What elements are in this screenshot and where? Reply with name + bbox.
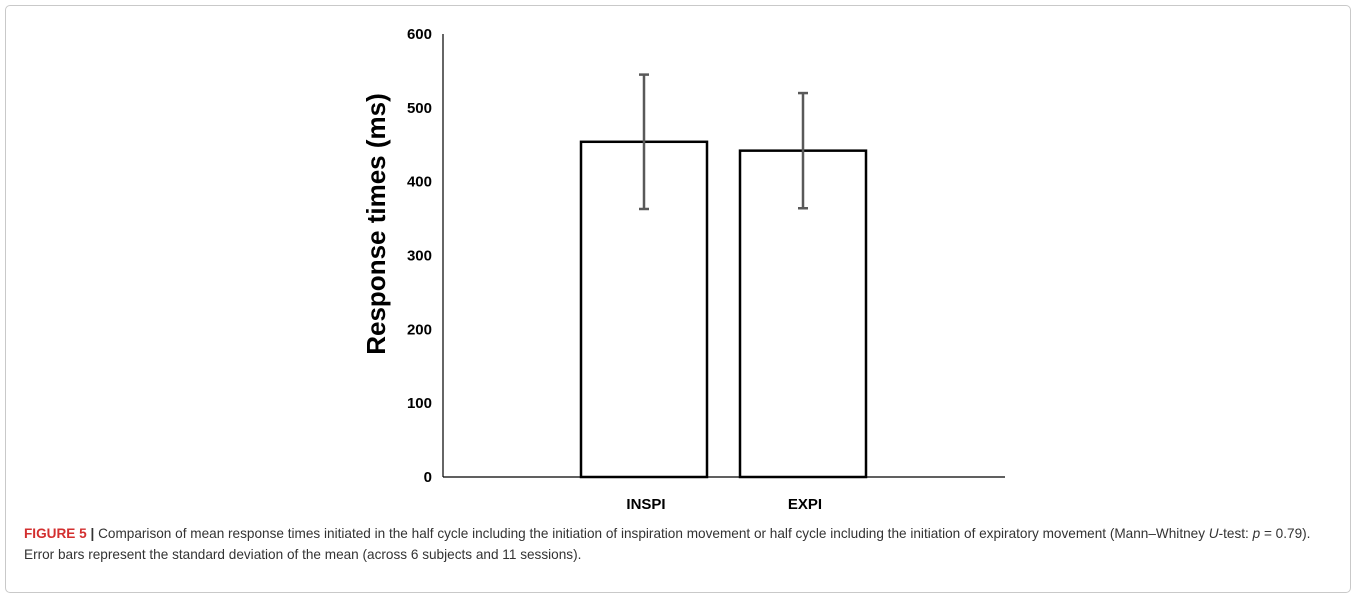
caption-figure-label: FIGURE 5 [24, 526, 87, 541]
bar-chart: 0 100 200 300 400 500 600 INSPI EXPI Response t… [361, 26, 1005, 513]
error-bar-inspi [639, 73, 649, 211]
error-bar-expi [798, 91, 808, 210]
x-axis-labels: INSPI EXPI [626, 496, 822, 513]
x-tick-label-inspi: INSPI [626, 496, 665, 513]
error-bars-group [639, 73, 808, 211]
caption-separator: | [90, 526, 95, 541]
y-tick-label-0: 0 [424, 469, 432, 486]
figure-caption: FIGURE 5 | Comparison of mean response t… [24, 523, 1329, 565]
caption-text-part-1: Comparison of mean response times initia… [94, 526, 1209, 541]
y-tick-label-600: 600 [407, 26, 432, 43]
caption-text-part-3: = 0.79). Error bars represent the standa… [24, 526, 1311, 562]
caption-p-italic: p [1252, 526, 1261, 541]
caption-u-italic: U [1208, 526, 1219, 541]
y-tick-label-200: 200 [407, 321, 432, 338]
y-tick-label-400: 400 [407, 174, 432, 191]
y-axis-title: Response times (ms) [361, 93, 391, 355]
caption-text-part-2: -test: [1218, 526, 1253, 541]
y-tick-label-100: 100 [407, 395, 432, 412]
y-tick-label-300: 300 [407, 248, 432, 265]
y-axis-ticks: 0 100 200 300 400 500 600 [407, 26, 432, 486]
y-tick-label-500: 500 [407, 100, 432, 117]
x-tick-label-expi: EXPI [788, 496, 822, 513]
bars-group [579, 140, 868, 479]
